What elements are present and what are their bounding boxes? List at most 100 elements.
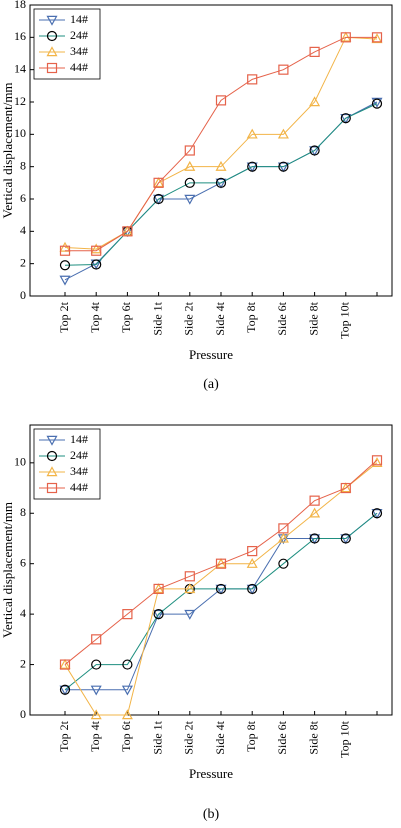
x-tick-label: Side 6t (275, 301, 289, 335)
marker (153, 583, 164, 595)
marker (121, 709, 133, 720)
marker (153, 193, 164, 205)
y-tick-label: 6 (20, 555, 26, 569)
marker (309, 46, 320, 57)
y-tick-label: 0 (20, 707, 26, 721)
marker (215, 583, 227, 595)
marker (371, 33, 383, 44)
marker (90, 685, 102, 696)
x-tick-label: Top 4t (88, 301, 102, 332)
marker (340, 482, 351, 494)
marker (184, 145, 195, 156)
marker (309, 145, 320, 156)
marker (246, 128, 258, 139)
series-line (64, 103, 378, 266)
marker (46, 62, 58, 74)
marker (59, 241, 71, 252)
marker (309, 146, 321, 157)
x-tick-label: Top 10t (338, 301, 352, 338)
marker (184, 160, 196, 171)
marker (46, 30, 58, 42)
marker (46, 482, 58, 494)
x-tick-label: Side 4t (213, 720, 227, 754)
series-line (64, 512, 378, 691)
legend-label: 24# (70, 28, 88, 42)
marker (246, 557, 258, 568)
x-tick-label: Top 10t (338, 720, 352, 757)
x-tick-label: Top 4t (88, 720, 102, 751)
marker (46, 450, 58, 462)
x-tick-label: Top 8t (244, 720, 258, 751)
marker (59, 684, 71, 695)
marker (278, 161, 289, 172)
marker (247, 161, 258, 172)
x-tick-label: Side 2t (182, 720, 196, 754)
marker (309, 96, 321, 107)
marker (371, 455, 383, 466)
x-tick-label: Side 8t (306, 301, 320, 335)
marker (46, 46, 58, 57)
marker (91, 259, 102, 270)
marker (122, 659, 133, 670)
x-tick-label: Top 6t (119, 720, 133, 751)
marker (371, 508, 383, 519)
marker (309, 533, 320, 544)
y-tick-label: 10 (14, 455, 26, 469)
marker (184, 583, 196, 594)
y-tick-label: 18 (14, 0, 26, 11)
x-tick-label: Side 8t (306, 720, 320, 754)
marker (91, 634, 102, 645)
marker (153, 177, 164, 188)
y-tick-label: 2 (20, 255, 26, 269)
marker (215, 558, 227, 569)
marker (153, 194, 165, 205)
marker (90, 243, 102, 254)
marker (215, 95, 227, 106)
marker (215, 160, 227, 171)
marker (91, 245, 102, 256)
x-axis-label: Pressure (189, 766, 233, 781)
marker (59, 260, 71, 271)
y-tick-label: 16 (14, 29, 26, 43)
marker (121, 225, 133, 236)
marker (371, 509, 383, 519)
marker (278, 64, 289, 75)
legend-label: 44# (70, 480, 88, 494)
y-axis-label: Vertical displacement/mm (0, 82, 15, 218)
marker (309, 507, 321, 518)
y-tick-label: 4 (20, 606, 26, 620)
marker (184, 609, 196, 620)
marker (278, 523, 289, 534)
legend-box (33, 8, 101, 80)
y-tick-label: 10 (14, 126, 26, 140)
x-tick-label: Side 4t (213, 301, 227, 335)
marker (340, 113, 351, 124)
x-tick-label: Side 2t (182, 301, 196, 335)
marker (371, 97, 383, 108)
legend-label: 44# (70, 60, 88, 74)
y-tick-label: 6 (20, 191, 26, 205)
marker (184, 177, 195, 188)
marker (46, 15, 58, 26)
y-axis-label: Vertical displacement/mm (0, 502, 15, 638)
y-tick-label: 0 (20, 288, 26, 302)
marker (59, 685, 71, 696)
x-tick-label: Top 8t (244, 301, 258, 332)
x-axis-label: Pressure (189, 347, 233, 362)
marker (247, 545, 258, 557)
legend-label: 14# (70, 432, 88, 446)
series-line (64, 101, 378, 281)
marker (340, 482, 352, 493)
marker (121, 685, 133, 696)
marker (309, 495, 320, 506)
legend-label: 34# (70, 44, 88, 58)
legend-box (33, 428, 101, 500)
series-line (64, 459, 378, 665)
marker (371, 32, 383, 43)
marker (247, 583, 258, 595)
series-line (65, 36, 377, 252)
marker (59, 658, 71, 669)
legend-label: 24# (70, 448, 88, 462)
marker (247, 74, 258, 85)
